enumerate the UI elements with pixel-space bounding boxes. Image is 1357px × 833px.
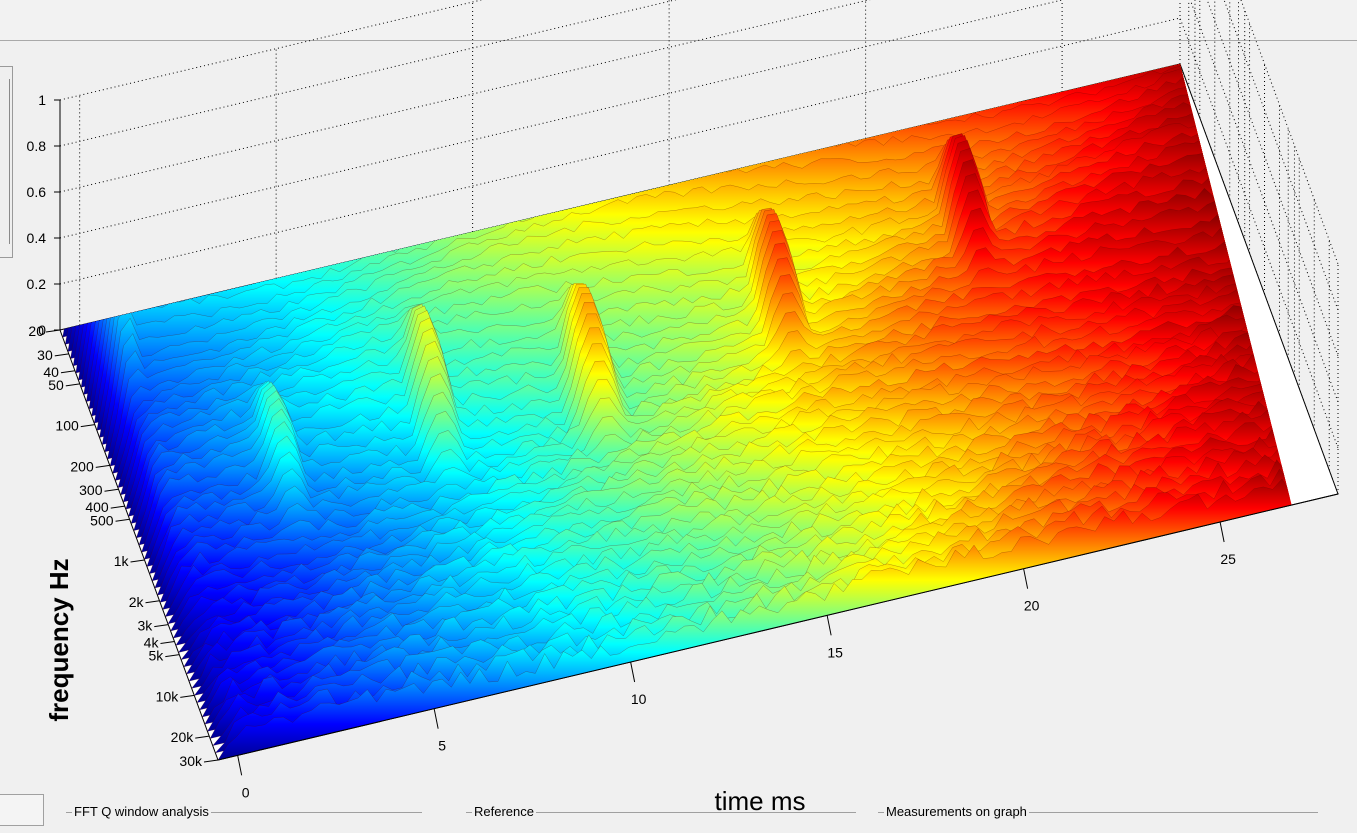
x-tick-label: 5 [438, 738, 446, 754]
measurements-group-label: Measurements on graph [884, 804, 1029, 819]
x-tick-label: 25 [1220, 551, 1236, 567]
y-tick-label: 3k [137, 618, 153, 634]
y-tick-label: 100 [55, 418, 79, 434]
x-tick-label: 10 [631, 691, 647, 707]
y-tick-label: 500 [90, 512, 114, 528]
y-tick-label: 20k [171, 729, 195, 745]
toolbar-area [0, 0, 1357, 41]
x-tick-label: 20 [1024, 598, 1040, 614]
small-control-box[interactable] [0, 794, 44, 826]
y-tick-label: 2k [129, 594, 145, 610]
measurements-group: Measurements on graph [878, 804, 1318, 833]
side-control-panel[interactable] [0, 66, 13, 258]
y-axis-label: frequency Hz [44, 558, 74, 721]
y-tick-label: 300 [79, 482, 103, 498]
z-tick-label: 1 [38, 92, 46, 108]
x-tick-label: 15 [827, 644, 843, 660]
z-tick-label: 0.6 [27, 184, 47, 200]
frequency-slice [217, 472, 1338, 760]
reference-group: Reference [466, 804, 856, 833]
frequency-slice [214, 462, 1336, 754]
fft-group: FFT Q window analysis [66, 804, 422, 833]
y-tick-label: 30 [37, 347, 53, 363]
y-tick-label: 200 [70, 458, 94, 474]
z-tick-label: 0.4 [27, 230, 47, 246]
fft-group-label: FFT Q window analysis [72, 804, 211, 819]
z-tick-label: 0.2 [27, 276, 47, 292]
y-tick-label: 4k [144, 635, 160, 651]
y-tick-label: 20 [28, 323, 44, 339]
y-tick-label: 5k [148, 648, 164, 664]
axes-ticks: 00.20.40.60.81203040501002003004005001k2… [27, 92, 1339, 800]
z-tick-label: 0.8 [27, 138, 47, 154]
reference-group-label: Reference [472, 804, 536, 819]
y-tick-label: 40 [43, 364, 59, 380]
x-tick-label: 0 [242, 784, 250, 800]
y-tick-label: 10k [156, 688, 180, 704]
y-tick-label: 50 [48, 377, 64, 393]
z-tick-label: 0 [38, 322, 46, 338]
y-tick-label: 30k [179, 753, 203, 769]
y-tick-label: 400 [85, 499, 109, 515]
x-axis-label: time ms [715, 786, 806, 816]
y-tick-label: 1k [114, 553, 130, 569]
